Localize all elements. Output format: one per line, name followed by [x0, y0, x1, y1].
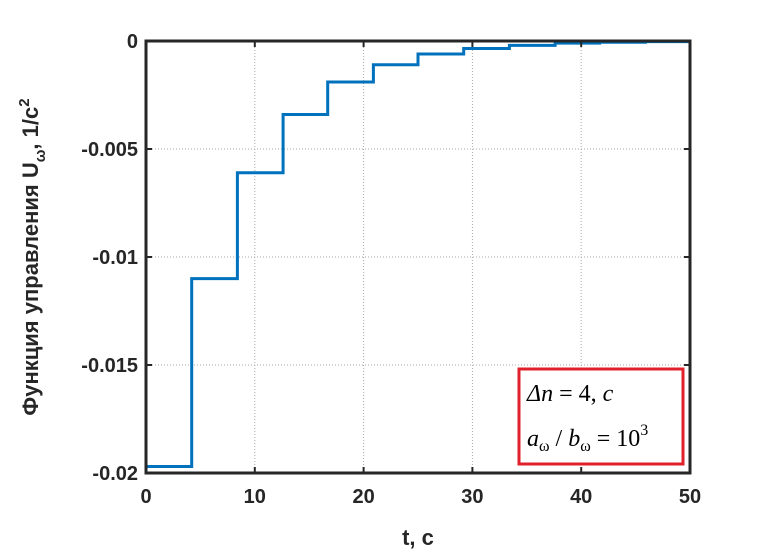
x-tick-label: 0	[140, 486, 151, 508]
x-tick-label: 20	[352, 486, 374, 508]
x-axis-label: t, с	[402, 525, 434, 550]
x-tick-label: 30	[461, 486, 483, 508]
annotation-line-2: aω / bω = 103	[527, 422, 648, 455]
y-tick-label: -0.015	[81, 355, 138, 377]
y-axis-label-sub: ω	[32, 149, 49, 162]
x-tick-label: 40	[570, 486, 592, 508]
x-tick-label: 10	[244, 486, 266, 508]
x-tick-label: 50	[679, 486, 701, 508]
annotation-line-1: Δn = 4, c	[526, 381, 614, 407]
tick-labels: 0 10 20 30 40 50 0 -0.005 -0.01 -0.015 -0.02	[81, 31, 701, 508]
y-tick-label: -0.02	[92, 463, 138, 485]
y-axis-label: Функция управления Uω, 1/с2	[16, 98, 49, 415]
annotation-box: Δn = 4, c aω / bω = 103	[517, 367, 685, 466]
annotation-frame	[517, 367, 685, 466]
y-tick-label: -0.01	[92, 247, 138, 269]
y-tick-label: 0	[127, 31, 138, 53]
series-line	[146, 40, 690, 469]
y-tick-label: -0.005	[81, 139, 138, 161]
y-axis-label-sup: 2	[16, 98, 33, 106]
ticks	[145, 40, 691, 474]
y-axis-label-unit: , 1/с	[18, 107, 43, 150]
